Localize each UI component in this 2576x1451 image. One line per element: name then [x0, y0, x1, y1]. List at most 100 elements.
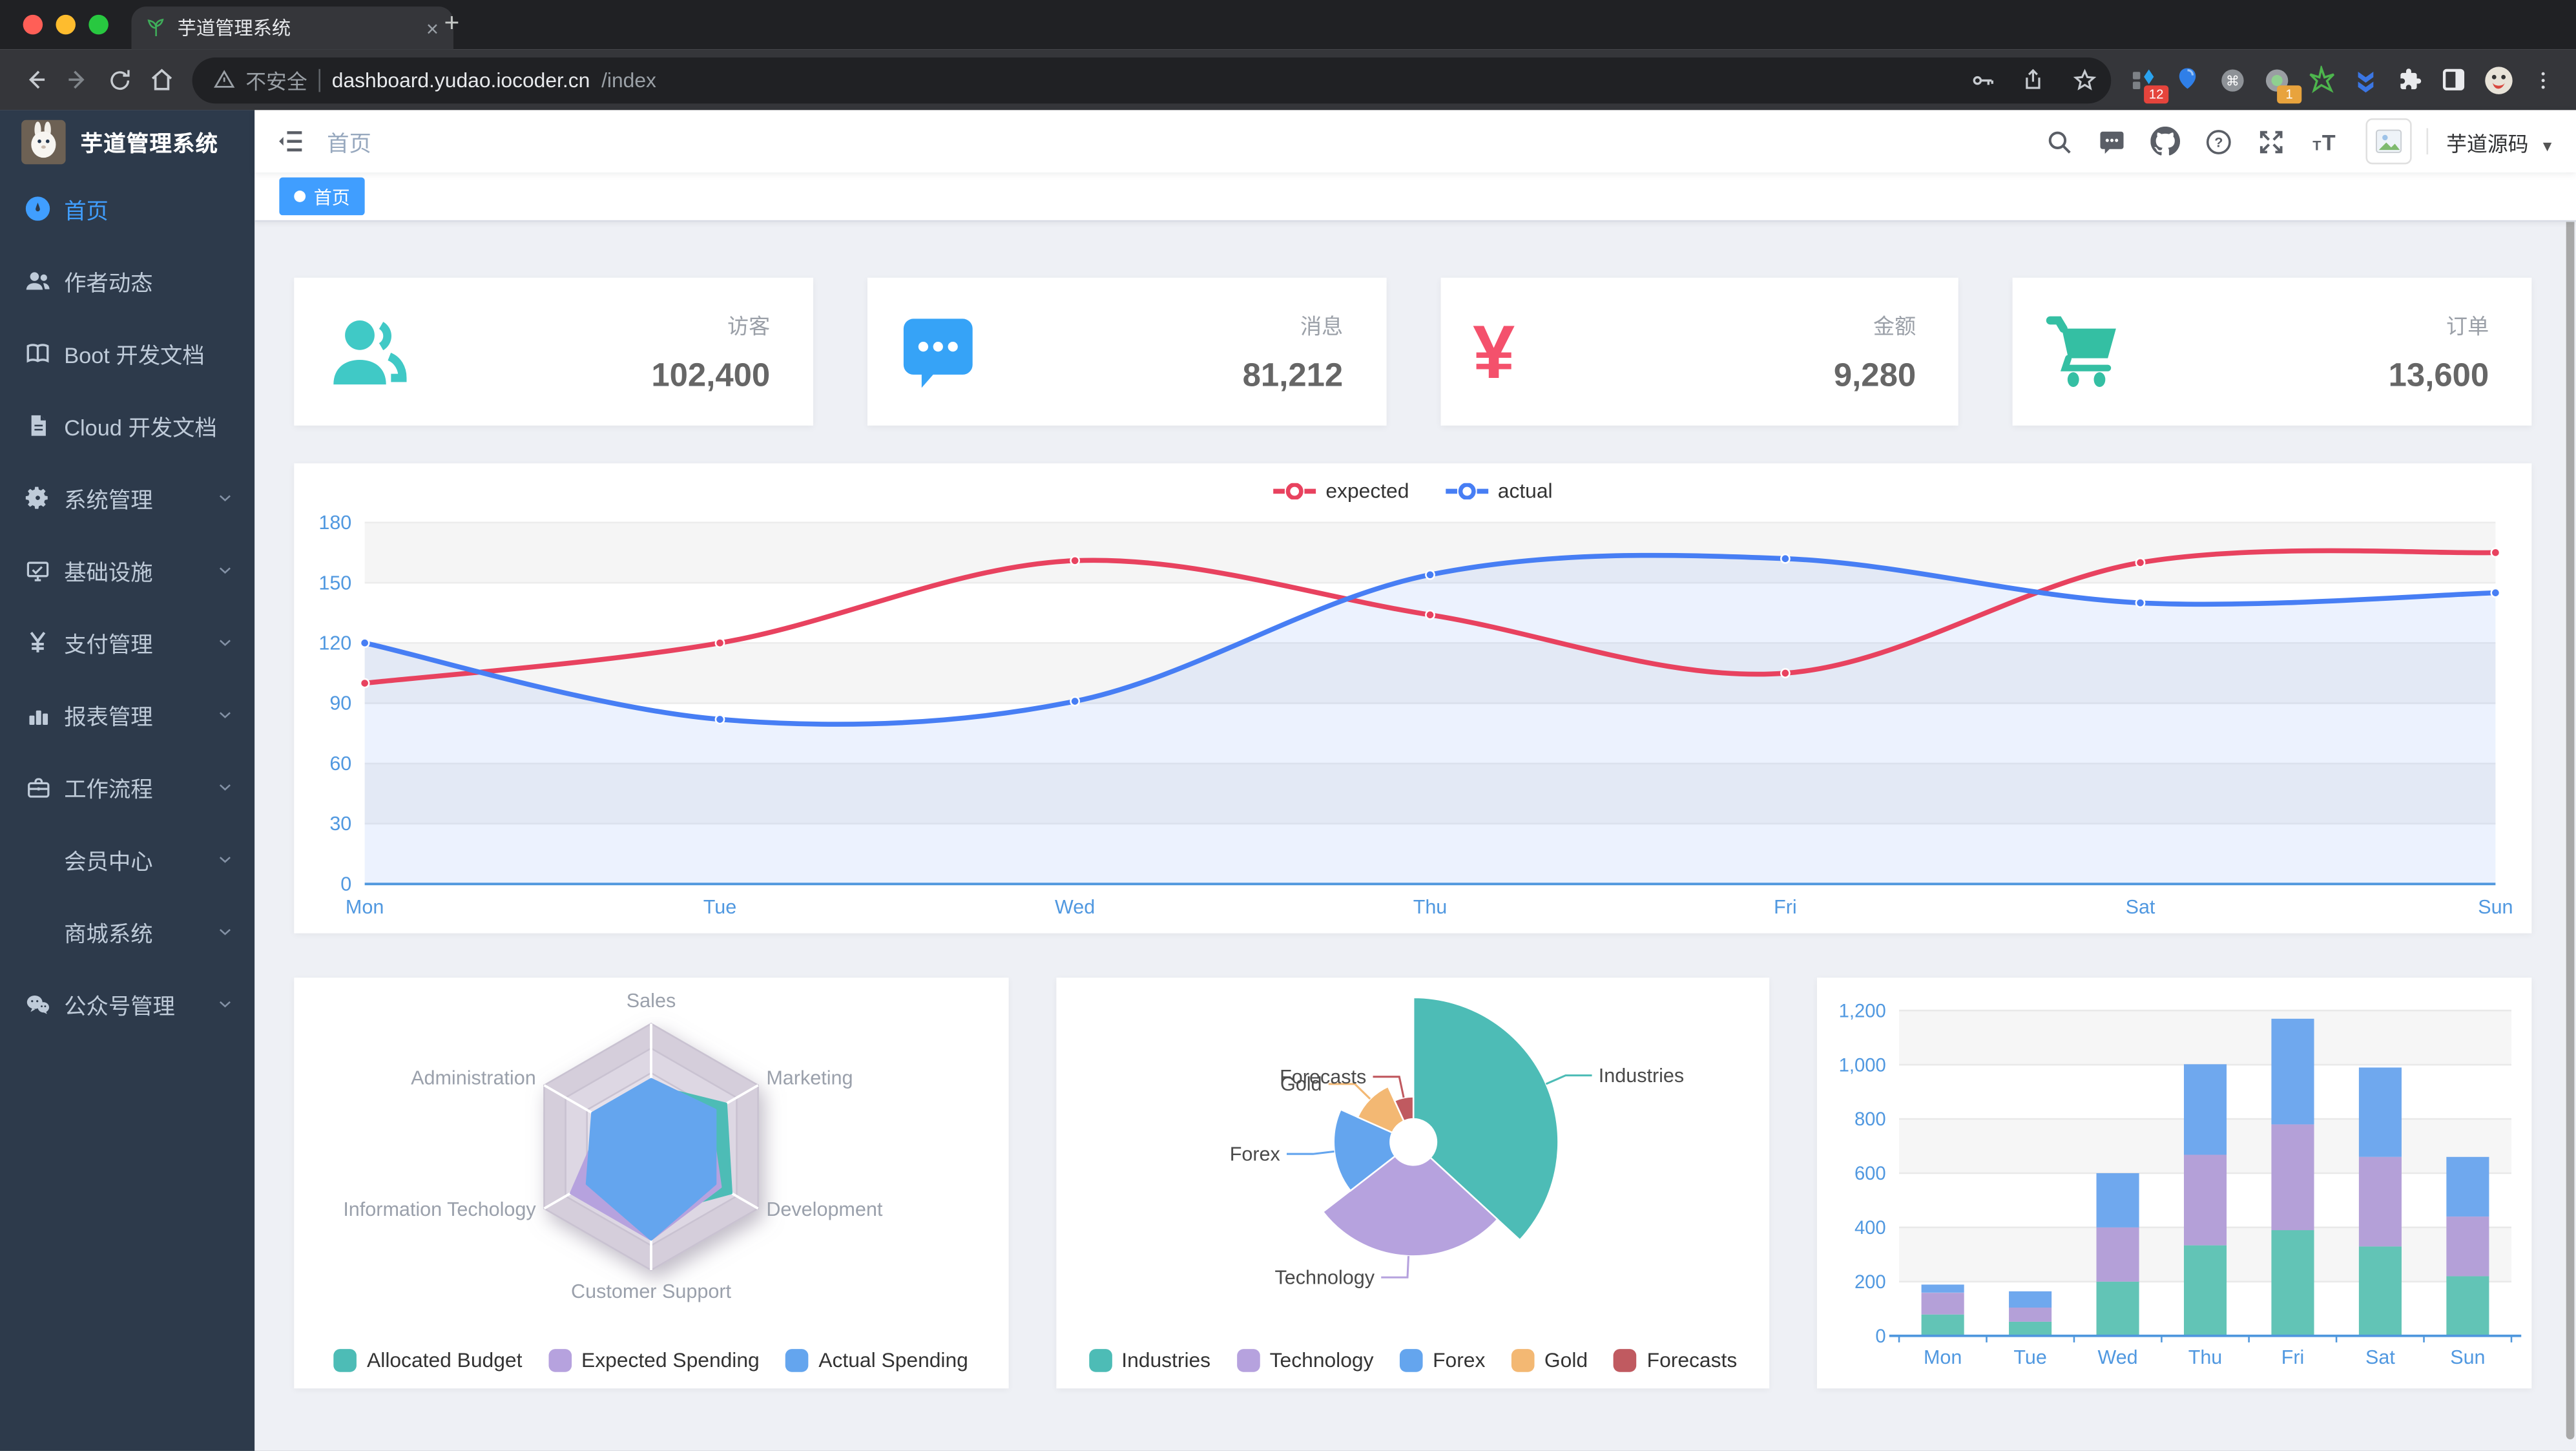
legend-item[interactable]: Industries	[1088, 1349, 1210, 1372]
legend-item[interactable]: Expected Spending	[548, 1349, 760, 1372]
back-icon[interactable]	[15, 58, 57, 101]
close-window-button[interactable]	[23, 14, 43, 35]
profile-avatar-icon[interactable]	[2480, 61, 2517, 98]
extensions-area: 12 ⌘ 1	[2126, 61, 2561, 103]
chevron-down-icon	[215, 488, 235, 508]
book-icon	[25, 340, 51, 366]
chevron-down-icon	[215, 850, 235, 870]
legend-item[interactable]: Forecasts	[1614, 1349, 1737, 1372]
menu-indent	[25, 919, 51, 945]
stat-card-messages[interactable]: 消息 81,212	[867, 277, 1386, 426]
radar-chart: Sales Marketing Development Customer Suppor…	[343, 990, 883, 1302]
document-icon	[25, 412, 51, 439]
browser-sidepanel-icon[interactable]	[2436, 61, 2473, 98]
minimize-window-button[interactable]	[56, 14, 76, 35]
sidebar-item-8[interactable]: 报表管理	[0, 678, 254, 751]
stat-card-money[interactable]: ¥ 金额 9,280	[1440, 277, 1959, 426]
stat-label: 订单	[2446, 313, 2489, 338]
bookmark-star-icon[interactable]	[2065, 60, 2104, 99]
people-icon	[25, 268, 51, 295]
sidebar-item-1[interactable]: 首页	[0, 172, 254, 245]
legend-item[interactable]: expected	[1272, 480, 1409, 503]
legend-item[interactable]: Technology	[1236, 1349, 1374, 1372]
sidebar-item-3[interactable]: Boot 开发文档	[0, 317, 254, 390]
sidebar-item-2[interactable]: 作者动态	[0, 245, 254, 317]
legend-item[interactable]: Actual Spending	[785, 1349, 968, 1372]
stat-card-visitors[interactable]: 访客 102,400	[294, 277, 813, 426]
stat-card-orders[interactable]: 订单 13,600	[2013, 277, 2532, 426]
help-icon[interactable]: ?	[2205, 127, 2232, 155]
new-tab-button[interactable]: +	[444, 10, 460, 38]
message-icon	[900, 315, 975, 388]
sidebar-item-10[interactable]: 会员中心	[0, 823, 254, 895]
extension-tampermonkey-icon[interactable]: 12	[2126, 61, 2169, 103]
browser-menu-dots-icon[interactable]	[2525, 61, 2561, 98]
page-scrollbar[interactable]	[2566, 115, 2575, 1439]
sidebar-menu: 首页作者动态 Boot 开发文档 Cloud 开发文档系统管理 基础设施支付管理报表管…	[0, 172, 254, 1040]
sidebar-item-7[interactable]: 支付管理	[0, 607, 254, 679]
tag-home[interactable]: 首页	[279, 177, 365, 216]
zoom-window-button[interactable]	[88, 14, 109, 35]
message-icon[interactable]	[2098, 127, 2126, 155]
legend-label: Forex	[1433, 1349, 1486, 1372]
address-bar[interactable]: 不安全 dashboard.yudao.iocoder.cn/index	[191, 56, 2112, 103]
browser-tab[interactable]: 芋道管理系统 ×	[131, 6, 453, 50]
forward-icon[interactable]	[57, 58, 99, 101]
svg-text:Thu: Thu	[2189, 1346, 2223, 1368]
tab-close-icon[interactable]: ×	[426, 16, 439, 41]
extension-badge: 12	[2144, 84, 2169, 103]
svg-text:Development: Development	[766, 1198, 883, 1220]
sidebar-item-11[interactable]: 商城系统	[0, 895, 254, 968]
chevron-down-icon	[215, 705, 235, 725]
reload-icon[interactable]	[99, 58, 141, 101]
sidebar-item-12[interactable]: 公众号管理	[0, 968, 254, 1040]
sidebar-item-6[interactable]: 基础设施	[0, 534, 254, 607]
svg-text:Sat: Sat	[2366, 1346, 2396, 1368]
legend-item[interactable]: actual	[1445, 480, 1553, 503]
chevron-down-icon	[215, 777, 235, 797]
sidebar-item-9[interactable]: 工作流程	[0, 751, 254, 823]
password-key-icon[interactable]	[1963, 60, 2002, 99]
user-avatar[interactable]	[2365, 118, 2412, 165]
peoples-icon	[327, 315, 409, 388]
extension-command-icon[interactable]: ⌘	[2214, 61, 2250, 98]
sidebar-item-5[interactable]: 系统管理	[0, 462, 254, 534]
svg-text:Sat: Sat	[2126, 896, 2155, 918]
svg-text:Sales: Sales	[627, 990, 676, 1012]
extension-star-icon[interactable]	[2303, 61, 2340, 98]
legend-item[interactable]: Gold	[1511, 1349, 1588, 1372]
chevron-down-icon	[215, 994, 235, 1014]
sidebar-item-label: 支付管理	[64, 632, 153, 658]
sidebar-item-label: 商城系统	[64, 921, 153, 946]
security-label[interactable]: 不安全	[245, 70, 307, 94]
svg-text:Tue: Tue	[2014, 1346, 2047, 1368]
svg-text:800: 800	[1855, 1109, 1887, 1130]
user-name[interactable]: 芋道源码	[2446, 132, 2529, 156]
home-icon[interactable]	[141, 58, 183, 101]
sidebar-item-label: Cloud 开发文档	[64, 415, 217, 441]
logo-rabbit-avatar	[21, 119, 66, 164]
extensions-puzzle-icon[interactable]	[2392, 61, 2428, 98]
favicon	[146, 18, 166, 38]
legend-item[interactable]: Forex	[1400, 1349, 1485, 1372]
extension-chevrons-icon[interactable]	[2347, 61, 2384, 98]
search-icon[interactable]	[2046, 127, 2073, 155]
fullscreen-icon[interactable]	[2258, 127, 2285, 155]
traffic-lights	[23, 14, 109, 35]
url-divider	[318, 68, 320, 92]
stat-label: 访客	[727, 313, 771, 338]
sidebar-item-4[interactable]: Cloud 开发文档	[0, 390, 254, 462]
extension-camera-icon[interactable]: 1	[2259, 61, 2302, 103]
sidebar-logo[interactable]: 芋道管理系统	[0, 110, 254, 172]
share-icon[interactable]	[2014, 60, 2053, 99]
svg-text:Fri: Fri	[2282, 1346, 2305, 1368]
extension-balloon-icon[interactable]	[2170, 61, 2207, 98]
sidebar-item-label: 首页	[64, 198, 109, 224]
sidebar-item-label: 工作流程	[64, 777, 153, 802]
browser-tab-strip: 芋道管理系统 × +	[0, 0, 2576, 50]
legend-item[interactable]: Allocated Budget	[334, 1349, 522, 1372]
github-icon[interactable]	[2150, 126, 2181, 156]
hamburger-icon[interactable]	[276, 127, 306, 156]
